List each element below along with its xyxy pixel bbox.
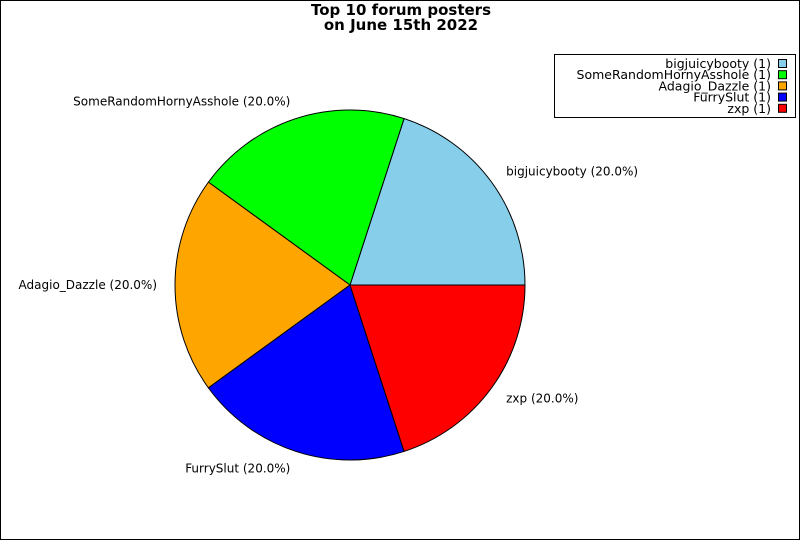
pie-slice-furryslut (207, 284, 405, 461)
slice-label: zxp (20.0%) (506, 391, 578, 405)
pie-slice-bigjuicybooty (349, 117, 526, 286)
chart-title: Top 10 forum posters on June 15th 2022 (1, 1, 799, 34)
legend-swatch (778, 92, 787, 102)
legend-entry: Adagio_Dazzle (1) (659, 78, 771, 93)
legend-entry: zxp (1) (727, 101, 771, 116)
legend-swatch (778, 81, 787, 91)
slice-label: FurrySlut (20.0%) (185, 462, 290, 476)
legend-swatch (778, 70, 787, 80)
legend: bigjuicybooty (1)SomeRandomHornyAsshole … (554, 54, 796, 118)
legend-box (554, 54, 796, 118)
legend-swatch (778, 103, 787, 113)
pie-slice-adagio_dazzle (174, 181, 351, 389)
pie-slice-somerandomhornyasshole (207, 109, 405, 286)
slice-label: bigjuicybooty (20.0%) (506, 165, 638, 179)
title-line-1: Top 10 forum posters (311, 1, 491, 19)
title-line-2: on June 15th 2022 (323, 16, 479, 34)
legend-entry: FurrySlut (1) (693, 90, 771, 105)
legend-swatch (778, 59, 787, 68)
legend-entry: SomeRandomHornyAsshole (1) (577, 67, 771, 82)
slice-label: Adagio_Dazzle (20.0%) (19, 278, 157, 292)
slice-label: SomeRandomHornyAsshole (20.0%) (73, 94, 290, 108)
legend-entry: bigjuicybooty (1) (665, 56, 771, 71)
pie-slice-zxp (349, 284, 526, 453)
